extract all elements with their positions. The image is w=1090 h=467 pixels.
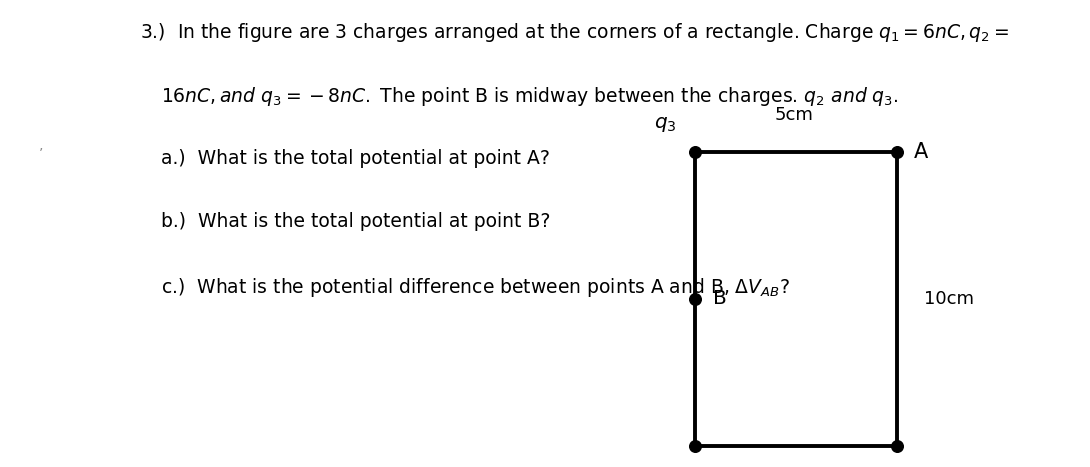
- Point: [888, 442, 906, 450]
- Bar: [695, 152, 897, 446]
- Text: $16nC, and$ $q_3 = -8nC.$ The point B is midway between the charges. $q_2$ $and$: $16nC, and$ $q_3 = -8nC.$ The point B is…: [161, 85, 899, 108]
- Text: A: A: [913, 142, 929, 162]
- Text: 3.)  In the figure are 3 charges arranged at the corners of a rectangle. Charge : 3.) In the figure are 3 charges arranged…: [140, 21, 1008, 44]
- Point: [687, 295, 704, 303]
- Text: ’: ’: [39, 147, 44, 161]
- Point: [888, 148, 906, 156]
- Text: $q_3$: $q_3$: [654, 115, 676, 134]
- Point: [687, 442, 704, 450]
- Text: 5cm: 5cm: [774, 106, 813, 124]
- Text: B: B: [713, 290, 726, 308]
- Point: [687, 148, 704, 156]
- Text: b.)  What is the total potential at point B?: b.) What is the total potential at point…: [161, 212, 550, 231]
- Text: c.)  What is the potential difference between points A and B, $\Delta V_{AB}$?: c.) What is the potential difference bet…: [161, 276, 790, 298]
- Text: a.)  What is the total potential at point A?: a.) What is the total potential at point…: [161, 149, 550, 168]
- Text: 10cm: 10cm: [924, 290, 974, 308]
